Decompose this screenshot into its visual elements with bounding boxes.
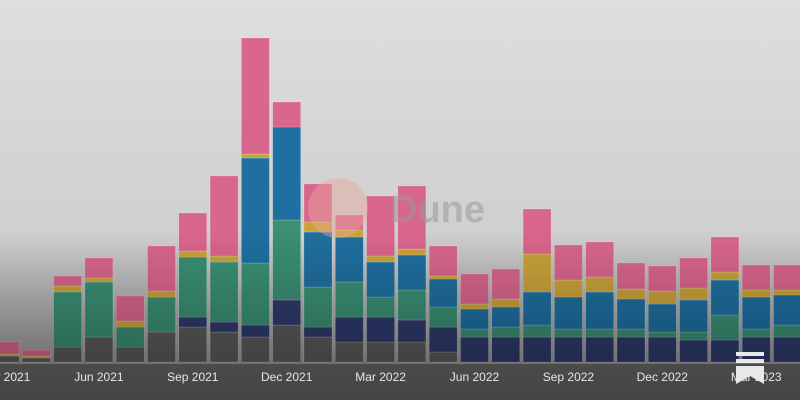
- bar-segment: [241, 37, 270, 155]
- x-tick-label: Dec 2021: [261, 370, 313, 384]
- x-tick-label: Dec 2022: [637, 370, 689, 384]
- x-tick-label: Sep 2021: [167, 370, 219, 384]
- watermark-logo: [308, 178, 368, 238]
- bar-segment: [272, 101, 301, 128]
- bar-segment: [272, 126, 301, 221]
- x-tick-label: Mar 2022: [355, 370, 406, 384]
- x-axis: Mar 2021 Jun 2021 Sep 2021 Dec 2021 Mar 2022…: [0, 370, 782, 384]
- watermark: Dune: [390, 189, 485, 231]
- bar-segment: [241, 153, 270, 159]
- bookmark-icon: [736, 352, 764, 384]
- x-tick-label: Mar 2021: [0, 370, 31, 384]
- x-tick-label: Jun 2021: [74, 370, 124, 384]
- x-tick-label: Sep 2022: [543, 370, 595, 384]
- x-tick-label: Jun 2022: [450, 370, 500, 384]
- bar-segment: [303, 183, 333, 223]
- axis-band: [0, 364, 800, 400]
